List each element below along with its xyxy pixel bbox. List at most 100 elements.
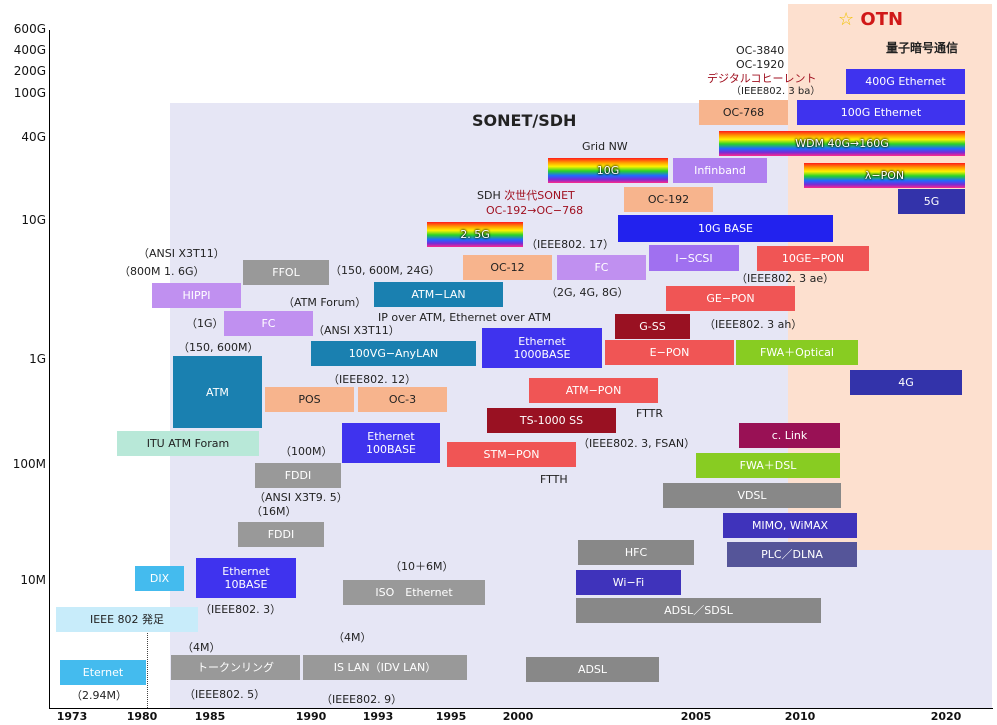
box-5g: 5G <box>898 189 965 214</box>
label-100m: （100M） <box>280 445 333 458</box>
box-itu-atm-foram: ITU ATM Foram <box>117 431 259 456</box>
10g-label: 10G <box>596 164 620 177</box>
label-150-600-24g: （150, 600M, 24G） <box>330 264 440 277</box>
label-atm-forum: （ATM Forum） <box>283 296 367 309</box>
box-wdm: WDM 40G→160G <box>719 131 965 156</box>
y-tick-10m: 10M <box>20 573 46 587</box>
box-2-5g: 2. 5G <box>427 222 523 247</box>
label-16m: （16M） <box>251 505 297 518</box>
box-hippi: HIPPI <box>152 283 241 308</box>
x-tick-2005: 2005 <box>680 710 712 723</box>
star-icon: ☆ <box>838 9 855 30</box>
box-100vg-anylan: 100VG−AnyLAN <box>311 341 476 366</box>
box-infiniband: Infinband <box>673 158 767 183</box>
x-tick-1993: 1993 <box>362 710 394 723</box>
label-4m-b: （4M） <box>333 631 372 644</box>
x-tick-1995: 1995 <box>435 710 467 723</box>
box-stm-pon: STM−PON <box>447 442 576 467</box>
box-hfc: HFC <box>578 540 694 565</box>
y-tick-40g: 40G <box>21 130 46 144</box>
box-ts1000-ss: TS-1000 SS <box>487 408 616 433</box>
lambda-pon-label: λ−PON <box>864 169 905 182</box>
x-tick-2010: 2010 <box>784 710 816 723</box>
box-adsl-sdsl: ADSL／SDSL <box>576 598 821 623</box>
box-oc768: OC-768 <box>699 100 788 125</box>
label-2g-4g-8g: （2G, 4G, 8G） <box>546 286 629 299</box>
ieee802-divider <box>147 628 148 708</box>
y-tick-10g: 10G <box>21 213 46 227</box>
x-axis-line <box>49 708 993 709</box>
label-ieee8023: （IEEE802. 3） <box>200 603 282 616</box>
x-tick-1973: 1973 <box>56 710 88 723</box>
label-grid-nw: Grid NW <box>582 140 628 153</box>
y-axis-line <box>49 30 50 708</box>
box-wi-fi: Wi−Fi <box>576 570 681 595</box>
label-2-94m: （2.94M） <box>71 689 127 702</box>
box-adsl: ADSL <box>526 657 659 682</box>
x-tick-2020: 2020 <box>930 710 962 723</box>
box-vdsl: VDSL <box>663 483 841 508</box>
label-ansi-x3t11-a: （ANSI X3T11） <box>138 247 225 260</box>
box-plc-dlna: PLC／DLNA <box>727 542 857 567</box>
label-ansi-x3t11-b: （ANSI X3T11） <box>313 324 400 337</box>
box-fddi-upper: FDDI <box>255 463 341 488</box>
x-tick-1990: 1990 <box>295 710 327 723</box>
label-oc1920: OC-1920 <box>736 58 785 71</box>
label-ip-over-atm: IP over ATM, Ethernet over ATM <box>378 311 552 324</box>
box-gss: G-SS <box>615 314 690 339</box>
box-oc3: OC-3 <box>358 387 447 412</box>
box-100g-ethernet: 100G Ethernet <box>797 100 965 125</box>
label-800m-1-6g: （800M 1. 6G） <box>119 265 205 278</box>
box-pos: POS <box>265 387 354 412</box>
box-atm-pon: ATM−PON <box>529 378 658 403</box>
box-fc-upper: FC <box>557 255 646 280</box>
box-c-link: c. Link <box>739 423 840 448</box>
box-10g-base: 10G BASE <box>618 215 833 242</box>
box-10ge-pon: 10GE−PON <box>757 246 869 271</box>
box-iscsi: I−SCSI <box>649 245 739 271</box>
x-tick-2000: 2000 <box>502 710 534 723</box>
box-ge-pon: GE−PON <box>666 286 795 311</box>
wdm-label: WDM 40G→160G <box>795 137 889 150</box>
label-ieee8025: （IEEE802. 5） <box>184 688 266 701</box>
otn-title-group: ☆ OTN <box>838 9 903 31</box>
box-lambda-pon: λ−PON <box>804 163 965 188</box>
box-dix: DIX <box>135 566 184 591</box>
box-ethernet-100base: Ethernet 100BASE <box>342 423 440 463</box>
y-tick-200g: 200G <box>13 64 46 78</box>
label-ieee80212: （IEEE802. 12） <box>328 373 417 386</box>
label-ansi-x3t9-5: （ANSI X3T9. 5） <box>254 491 348 504</box>
sonet-sdh-title: SONET/SDH <box>472 111 577 130</box>
label-sdh: SDH <box>477 189 505 202</box>
box-atm: ATM <box>173 356 262 428</box>
y-tick-100m: 100M <box>12 457 46 471</box>
box-mimo-wimax: MIMO, WiMAX <box>723 513 857 538</box>
box-atm-lan: ATM−LAN <box>374 282 503 307</box>
y-tick-1g: 1G <box>29 352 46 366</box>
box-oc192: OC-192 <box>624 187 713 212</box>
box-fwa-dsl: FWA＋DSL <box>696 453 840 478</box>
box-oc12: OC-12 <box>463 255 552 280</box>
y-tick-600g: 600G <box>13 22 46 36</box>
label-ieee8023ba: （IEEE802. 3 ba） <box>731 86 821 97</box>
label-digital-coherent: デジタルコヒーレント <box>707 72 817 85</box>
label-sdh-next-sonet: SDH 次世代SONET <box>477 189 575 202</box>
label-next-sonet: 次世代SONET <box>504 189 575 202</box>
label-oc3840: OC-3840 <box>736 44 785 57</box>
box-token-ring: トークンリング <box>171 655 300 680</box>
box-10g: 10G <box>548 158 668 183</box>
y-tick-100g: 100G <box>13 86 46 100</box>
label-ieee8023ah: （IEEE802. 3 ah） <box>704 318 803 331</box>
box-fwa-optical: FWA＋Optical <box>736 340 858 365</box>
box-400g-ethernet: 400G Ethernet <box>846 69 965 94</box>
label-fttr: FTTR <box>636 407 664 420</box>
box-e-pon: E−PON <box>605 340 734 365</box>
label-150-600m: （150, 600M） <box>178 341 259 354</box>
box-ethernet-1000base: Ethernet 1000BASE <box>482 328 602 368</box>
box-iso-ethernet: ISO Ethernet <box>343 580 485 605</box>
box-fddi-lower: FDDI <box>238 522 324 547</box>
x-tick-1980: 1980 <box>126 710 158 723</box>
box-ffol: FFOL <box>243 260 329 285</box>
quantum-crypto-label: 量子暗号通信 <box>886 41 959 55</box>
box-ieee802-founded: IEEE 802 発足 <box>56 607 198 632</box>
